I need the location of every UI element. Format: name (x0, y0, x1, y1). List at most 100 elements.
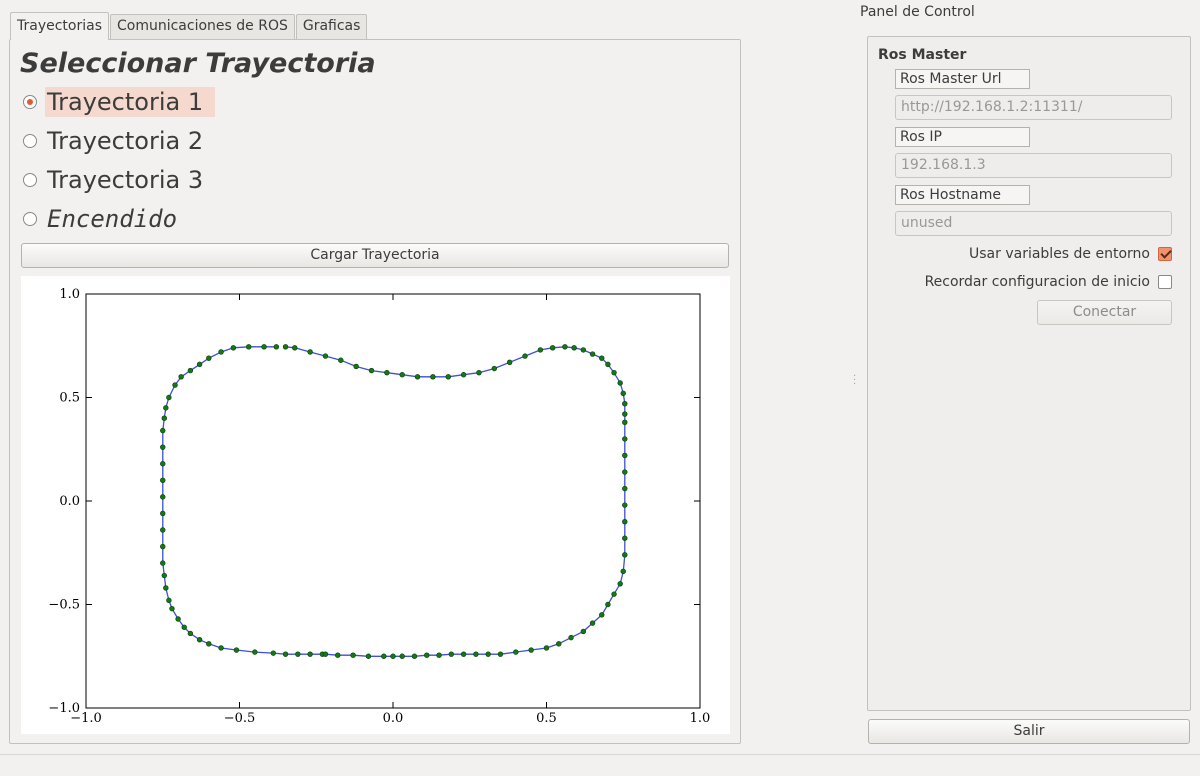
trajectory-point (622, 419, 628, 426)
trajectory-point (617, 380, 623, 386)
trajectory-point (605, 601, 611, 608)
trajectory-point (230, 345, 237, 351)
trajectory-point (622, 502, 628, 508)
ros-ip-input[interactable]: 192.168.1.3 (895, 153, 1172, 178)
radio-option-encendido[interactable]: Encendido (23, 203, 189, 235)
trajectory-point (384, 369, 390, 376)
trajectory-point (622, 411, 628, 417)
ros-hostname-label: Ros Hostname (895, 185, 1030, 205)
trajectory-point (537, 347, 544, 353)
trajectory-point (622, 485, 628, 492)
ros-master-url-input[interactable]: http://192.168.1.2:11311/ (895, 95, 1172, 120)
trajectory-point (166, 394, 172, 401)
ros-master-url-label: Ros Master Url (895, 69, 1030, 89)
use-env-vars-row[interactable]: Usar variables de entorno (969, 246, 1172, 262)
y-tick-label: 1.0 (59, 287, 80, 302)
trajectory-point (622, 519, 628, 525)
trajectory-point (622, 469, 628, 475)
trajectory-point (160, 444, 166, 450)
x-tick-label: −0.5 (224, 711, 256, 726)
radio-option-trayectoria-2[interactable]: Trayectoria 2 (23, 125, 215, 157)
trajectory-point (620, 568, 626, 575)
control-panel-title: Panel de Control (860, 4, 975, 20)
trajectory-point (282, 651, 289, 657)
trajectory-point (206, 641, 212, 647)
x-tick-label: −1.0 (70, 711, 102, 726)
trajectory-point (160, 560, 166, 566)
trajectory-point (252, 649, 258, 655)
use-env-vars-label: Usar variables de entorno (969, 246, 1150, 262)
trajectory-point (338, 357, 344, 363)
trajectory-point (611, 591, 617, 597)
trajectory-point (163, 585, 169, 591)
trajectory-point (617, 581, 623, 587)
trajectory-point (160, 427, 166, 434)
trajectory-point (365, 653, 372, 659)
trajectory-point (233, 647, 240, 653)
trajectory-point (307, 651, 313, 657)
tab-comunicaciones-ros[interactable]: Comunicaciones de ROS (110, 14, 295, 39)
trajectory-point (620, 390, 626, 397)
trajectory-point (295, 651, 301, 657)
radio-button[interactable] (23, 173, 37, 187)
x-tick-label: 0.0 (383, 711, 404, 726)
trajectory-point (160, 477, 166, 484)
radio-label[interactable]: Trayectoria 1 (45, 87, 216, 117)
radio-option-trayectoria-3[interactable]: Trayectoria 3 (23, 164, 215, 196)
trajectory-point (476, 369, 482, 376)
trajectory-point (160, 543, 166, 550)
radio-option-trayectoria-1[interactable]: Trayectoria 1 (23, 86, 216, 118)
trajectory-point (622, 535, 628, 541)
select-trajectory-title: Seleccionar Trayectoria (20, 48, 376, 79)
splitter-handle[interactable]: ... (853, 368, 857, 387)
tab-trayectorias[interactable]: Trayectorias (10, 12, 109, 40)
trajectory-plot: −1.0 −0.5 0.0 0.5 1.0 −1.0 −0.5 0.0 0.5 1.0 (21, 276, 730, 734)
trajectory-point (605, 361, 611, 368)
trajectory-point (169, 605, 175, 612)
trajectory-tab-panel: Seleccionar Trayectoria Trayectoria 1 Tr… (9, 39, 741, 744)
trajectory-point (196, 636, 203, 643)
trajectory-point (622, 401, 628, 407)
radio-button[interactable] (23, 212, 37, 226)
trajectory-point (589, 351, 596, 357)
trajectory-point (448, 651, 455, 657)
trajectory-point (622, 452, 628, 459)
trajectory-point (513, 649, 519, 655)
trajectory-point (160, 510, 166, 517)
radio-label[interactable]: Trayectoria 3 (47, 166, 204, 194)
remember-config-checkbox[interactable] (1158, 275, 1172, 289)
trajectory-point (368, 367, 375, 374)
trajectory-point (571, 345, 577, 351)
radio-button[interactable] (23, 95, 37, 109)
radio-label[interactable]: Trayectoria 2 (47, 127, 204, 155)
remember-config-row[interactable]: Recordar configuracion de inicio (925, 274, 1172, 290)
trajectory-point (399, 372, 405, 378)
trajectory-point (580, 628, 587, 635)
trajectory-point (522, 353, 528, 359)
tab-graficas[interactable]: Graficas (295, 14, 368, 39)
ros-hostname-input[interactable]: unused (895, 211, 1172, 236)
y-tick-label: −1.0 (48, 701, 80, 716)
trajectory-point (307, 349, 313, 355)
trajectory-point (161, 415, 167, 421)
trajectory-point (568, 634, 574, 641)
trajectory-point (175, 616, 181, 622)
load-trajectory-button[interactable]: Cargar Trayectoria (21, 243, 729, 268)
connect-button[interactable]: Conectar (1037, 300, 1172, 325)
axis-ticks (85, 293, 701, 709)
use-env-vars-checkbox[interactable] (1158, 247, 1172, 261)
trajectory-point (411, 653, 418, 659)
ros-ip-label: Ros IP (895, 127, 1030, 147)
trajectory-plot-svg: −1.0 −0.5 0.0 0.5 1.0 −1.0 −0.5 0.0 0.5 1.0 (48, 287, 710, 726)
trajectory-point (622, 436, 628, 442)
trajectory-point (353, 363, 359, 370)
y-tick-label: 0.5 (59, 391, 80, 406)
radio-label[interactable]: Encendido (47, 205, 178, 233)
trajectory-point (399, 653, 405, 659)
trajectory-point (196, 361, 203, 368)
radio-button[interactable] (23, 134, 37, 148)
trajectory-point (599, 355, 605, 361)
exit-button[interactable]: Salir (868, 719, 1190, 744)
trajectory-point (460, 372, 467, 378)
trajectory-point (206, 355, 212, 361)
